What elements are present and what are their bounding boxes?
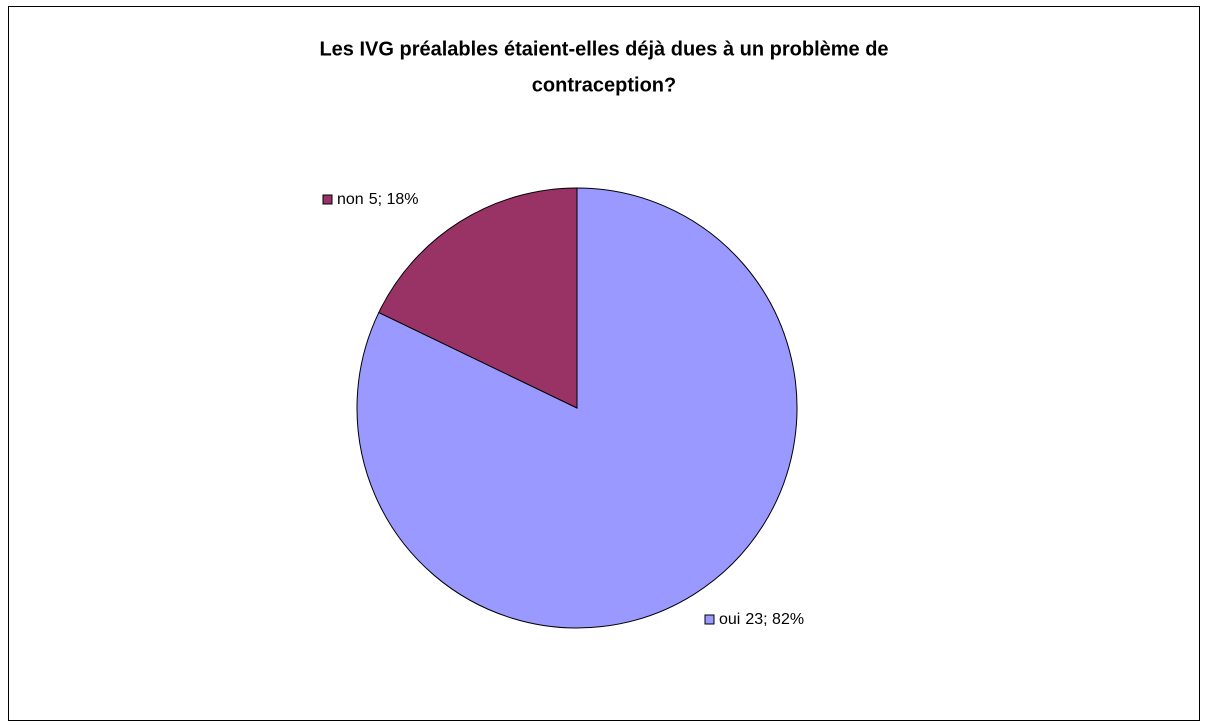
value-label: 5; 18%	[369, 191, 419, 208]
data-label: oui 23; 82%	[719, 611, 804, 628]
category-label: non	[337, 191, 364, 208]
category-label: oui	[719, 611, 740, 628]
legend-swatch	[704, 614, 715, 625]
chart-title: contraception?	[532, 74, 676, 96]
pie-slice	[378, 187, 578, 409]
value-label: 23; 82%	[745, 611, 804, 628]
chart-title: Les IVG préalables étaient-elles déjà du…	[319, 38, 888, 60]
legend-swatch	[322, 194, 333, 205]
data-label: non 5; 18%	[337, 191, 419, 208]
